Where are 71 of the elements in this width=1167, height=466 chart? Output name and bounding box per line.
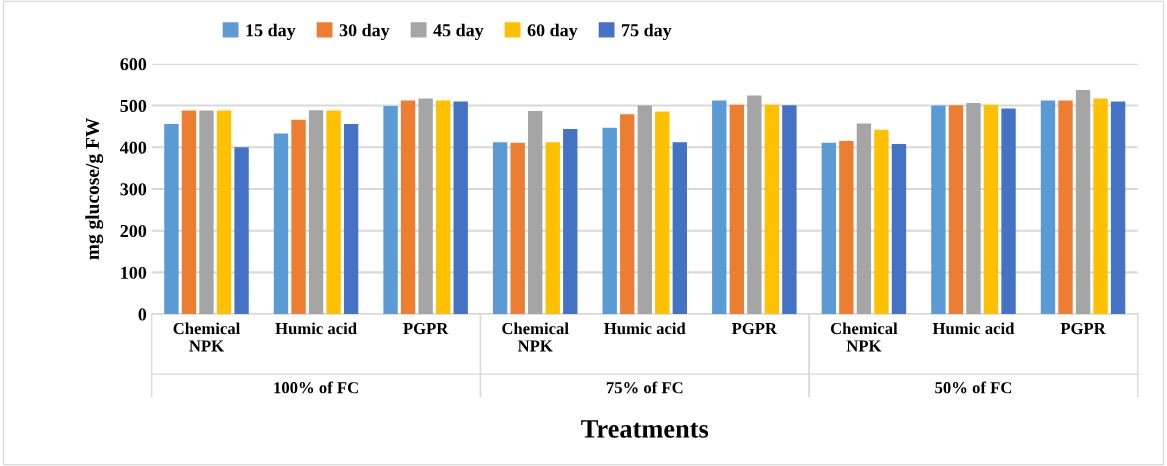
y-tick-label: 500 (120, 99, 147, 112)
text: 50% of FC (935, 381, 1012, 394)
bar (273, 133, 289, 315)
x-tick-label: Chemical NPK (502, 322, 569, 352)
x-tick-label: Humic acid (604, 322, 686, 335)
y-tick-label: 0 (138, 308, 147, 321)
bar (1001, 108, 1016, 315)
bar (1075, 90, 1091, 315)
x-tick-label: PGPR (731, 322, 778, 335)
bar (400, 100, 416, 315)
bar (418, 98, 433, 315)
y-tick-label: 200 (120, 224, 147, 238)
bar (729, 104, 744, 315)
bar (839, 141, 854, 315)
bar (510, 142, 525, 315)
text: 75% of FC (606, 381, 683, 394)
bar (216, 110, 232, 315)
bar (181, 110, 197, 315)
bar (435, 100, 451, 315)
legend-label: 75 day (622, 23, 672, 41)
x-axis-title: Treatments (581, 420, 709, 438)
x-tick-label: Chemical NPK (173, 322, 240, 352)
bar (199, 110, 214, 315)
bar (966, 103, 981, 315)
bar (712, 100, 727, 315)
legend-label: 60 day (527, 23, 578, 41)
bar (764, 104, 780, 315)
bar (453, 101, 468, 315)
y-tick-label: 400 (120, 141, 147, 154)
y-tick-label: 300 (120, 183, 147, 196)
bar (1058, 100, 1073, 315)
bar (620, 114, 635, 315)
bar (528, 110, 543, 315)
x-tick-label: Chemical NPK (830, 322, 898, 352)
y-tick-label: 600 (120, 58, 147, 71)
bar (1040, 100, 1056, 315)
bar (326, 110, 341, 315)
text: 100% of FC (274, 381, 358, 394)
bar (164, 123, 179, 315)
bar (874, 129, 889, 315)
bar (343, 123, 359, 315)
y-tick-label: 100 (121, 266, 147, 279)
bar (821, 142, 837, 315)
bar (655, 111, 670, 315)
x-tick-label: PGPR (403, 322, 449, 335)
bar (308, 110, 324, 315)
bar (672, 142, 688, 315)
bar (492, 142, 508, 315)
bar (545, 142, 560, 315)
bar (891, 143, 907, 315)
bar (563, 128, 578, 315)
x-tick-label: Humic acid (275, 322, 357, 335)
legend-label: 45 day (433, 23, 484, 41)
bar (948, 105, 964, 315)
bar (383, 105, 398, 315)
bar (747, 95, 762, 315)
bar (983, 104, 999, 315)
bar (856, 123, 872, 315)
bar (602, 127, 617, 315)
bar (637, 105, 652, 315)
bar (1110, 101, 1126, 315)
x-tick-label: Humic acid (932, 322, 1015, 335)
x-tick-label: PGPR (1060, 322, 1106, 335)
bar (291, 119, 306, 315)
legend-label: 15 day (246, 23, 296, 41)
bar (931, 105, 946, 315)
y-axis-title: mg glucose/g FW (85, 117, 104, 260)
legend-label: 30 day (339, 23, 390, 41)
bar (782, 105, 797, 315)
bar (234, 147, 249, 315)
bar (1093, 98, 1108, 315)
